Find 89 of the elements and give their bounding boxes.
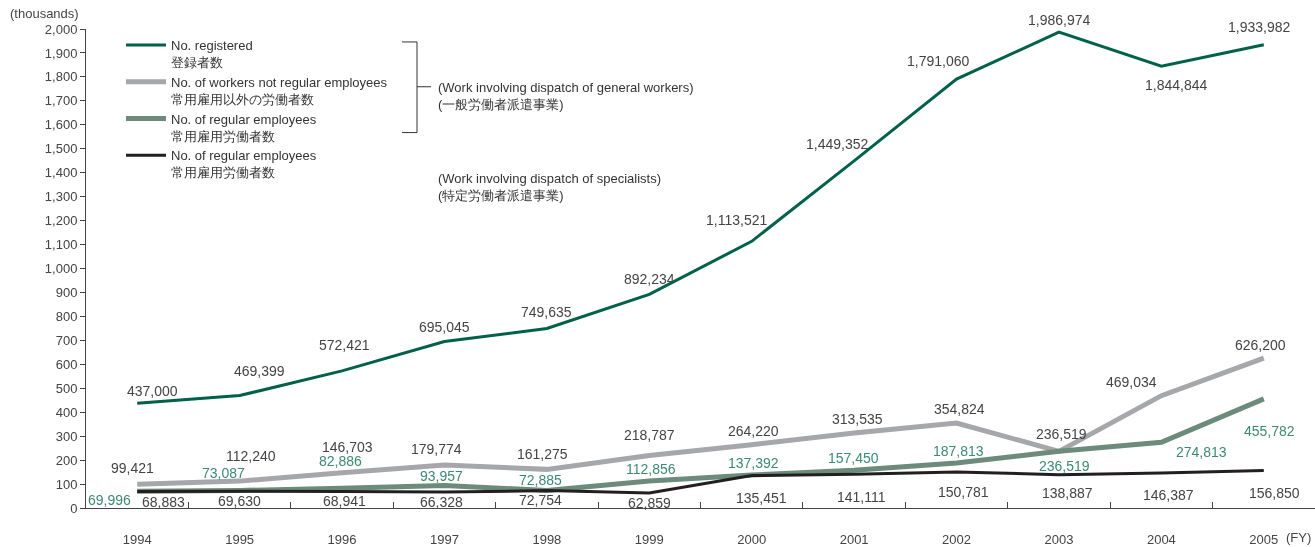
y-tick-label: 1,500 — [44, 141, 78, 157]
annotation: 68,941 — [323, 493, 367, 509]
annotation: 156,850 — [1249, 485, 1300, 501]
annotation: 93,957 — [420, 468, 464, 484]
y-tick-label: 500 — [55, 380, 78, 396]
annotation: 695,045 — [419, 319, 470, 335]
annotation: 73,087 — [202, 465, 246, 481]
annotation: 138,887 — [1042, 485, 1093, 501]
y-tick-label: 300 — [55, 428, 78, 444]
y-tick-label: 600 — [55, 356, 78, 372]
annotation: 1,791,060 — [907, 53, 970, 69]
annotation: 264,220 — [728, 423, 779, 439]
annotation: 749,635 — [521, 304, 572, 320]
annotation: 146,387 — [1143, 487, 1194, 503]
annotation: 1,933,982 — [1228, 19, 1291, 35]
annotation: 99,421 — [111, 460, 155, 476]
x-tick-label: 2003 — [1044, 531, 1074, 547]
y-tick-label: 1,200 — [44, 213, 78, 229]
annotation: 157,450 — [828, 450, 879, 466]
annotation: 1,449,352 — [806, 136, 869, 152]
annotation: 469,034 — [1106, 374, 1157, 390]
legend-label: No. of regular employees 常用雇用労働者数 — [171, 148, 317, 181]
annotation: 179,774 — [411, 441, 462, 457]
y-tick-label: 100 — [55, 476, 78, 492]
annotation: 236,519 — [1036, 426, 1087, 442]
annotation: 572,421 — [319, 337, 370, 353]
annotation: 236,519 — [1039, 458, 1090, 474]
annotation: 892,234 — [624, 271, 675, 287]
x-tick-label: 1996 — [327, 531, 357, 547]
y-tick-label: 1,800 — [44, 69, 78, 85]
x-tick-label: 2005 — [1249, 531, 1279, 547]
y-tick-label: 1,000 — [44, 261, 78, 277]
annotation: 469,399 — [234, 363, 285, 379]
annotation: 62,859 — [628, 495, 672, 511]
y-tick-label: 1,600 — [44, 117, 78, 133]
y-tick-label: 900 — [55, 285, 78, 300]
y-tick-label: 700 — [55, 332, 78, 348]
annotation: 161,275 — [517, 446, 568, 462]
y-tick-label: 1,700 — [44, 93, 78, 109]
legend-label: No. of workers not regular employees 常用雇用以外の労働者数 — [171, 74, 388, 107]
x-tick-label: 2002 — [942, 531, 971, 547]
y-tick-label: 2,000 — [44, 21, 78, 37]
annotation: (Work involving dispatch of general workers) (一般労働者派遣事業) — [438, 80, 694, 112]
annotation: 218,787 — [624, 427, 675, 443]
annotation: 354,824 — [934, 401, 985, 417]
y-tick-label: 1,300 — [44, 189, 78, 205]
annotation: 274,813 — [1176, 444, 1227, 460]
annotation: 112,856 — [626, 461, 676, 477]
annotation: (Work involving dispatch of specialists) (特定労働者派遣事業) — [438, 171, 662, 203]
x-tick-label: 1999 — [634, 531, 664, 547]
x-tick-label: 1998 — [532, 531, 562, 547]
annotation: 1,986,974 — [1028, 12, 1091, 28]
x-tick-label: 1995 — [225, 531, 255, 547]
annotation: 69,996 — [88, 492, 132, 508]
annotation: 135,451 — [736, 490, 787, 506]
x-tick-label: 2001 — [839, 531, 869, 547]
legend-label: No. registered 登録者数 — [171, 38, 253, 70]
y-tick-label: 1,900 — [44, 45, 78, 61]
annotation: 313,535 — [832, 411, 883, 427]
annotation: 141,111 — [837, 489, 886, 505]
x-tick-label: 1994 — [122, 531, 152, 547]
annotation: 437,000 — [127, 383, 178, 399]
annotation: 150,781 — [938, 484, 989, 500]
annotation: 146,703 — [322, 439, 373, 455]
annotation: 66,328 — [420, 494, 464, 510]
annotation: 82,886 — [319, 453, 363, 469]
y-tick-label: 0 — [70, 500, 78, 516]
x-tick-label: 1997 — [430, 531, 459, 547]
y-tick-label: 800 — [55, 308, 78, 324]
x-axis-title: (FY) — [1286, 530, 1312, 545]
annotation: 72,754 — [519, 492, 563, 508]
annotation: 626,200 — [1235, 337, 1286, 353]
annotation: 1,113,521 — [706, 212, 768, 228]
annotation: 455,782 — [1244, 423, 1295, 439]
x-tick-label: 2000 — [737, 531, 767, 547]
y-tick-label: 1,100 — [44, 237, 78, 253]
y-axis-title: (thousands) — [10, 6, 79, 21]
annotation: 187,813 — [933, 443, 984, 459]
legend-label: No. of regular employees 常用雇用労働者数 — [171, 111, 317, 144]
x-tick-label: 2004 — [1146, 531, 1176, 547]
y-tick-label: 400 — [55, 404, 78, 420]
annotation: 72,885 — [519, 472, 563, 488]
y-tick-label: 1,400 — [44, 165, 78, 181]
annotation: 137,392 — [728, 455, 779, 471]
y-tick-label: 200 — [55, 452, 78, 468]
annotation: 112,240 — [226, 448, 276, 464]
annotation: 68,883 — [142, 494, 186, 510]
annotation: 69,630 — [218, 493, 262, 509]
annotation: 1,844,844 — [1145, 77, 1208, 93]
